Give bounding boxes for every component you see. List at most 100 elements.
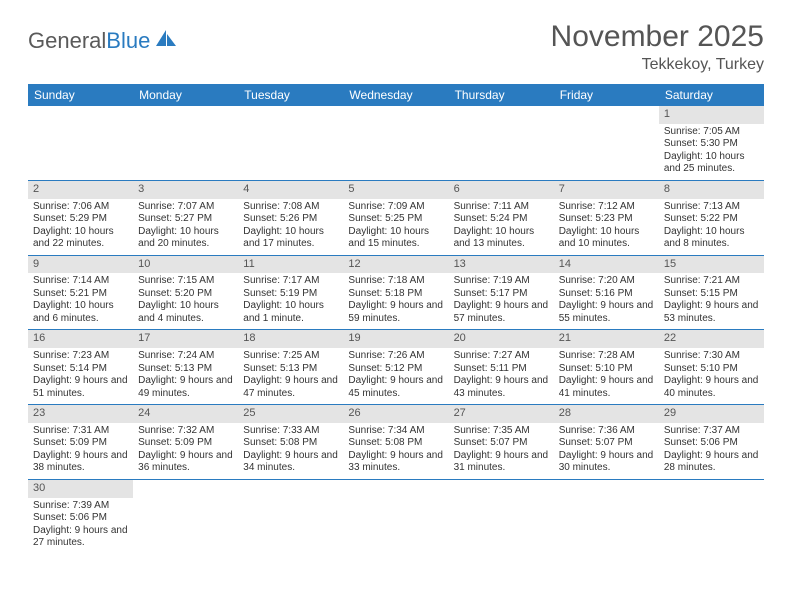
day-info: Sunrise: 7:17 AMSunset: 5:19 PMDaylight:… bbox=[238, 273, 343, 329]
empty-cell bbox=[238, 479, 343, 553]
daylight-line: Daylight: 9 hours and 28 minutes. bbox=[664, 450, 759, 475]
sunset-line: Sunset: 5:26 PM bbox=[243, 213, 338, 226]
day-number: 2 bbox=[28, 181, 133, 199]
daylight-line: Daylight: 9 hours and 47 minutes. bbox=[243, 375, 338, 400]
sunrise-line: Sunrise: 7:14 AM bbox=[33, 275, 128, 288]
daylight-line: Daylight: 9 hours and 49 minutes. bbox=[138, 375, 233, 400]
day-number: 11 bbox=[238, 256, 343, 274]
sunrise-line: Sunrise: 7:06 AM bbox=[33, 201, 128, 214]
sunrise-line: Sunrise: 7:19 AM bbox=[454, 275, 549, 288]
day-number: 16 bbox=[28, 330, 133, 348]
day-info: Sunrise: 7:06 AMSunset: 5:29 PMDaylight:… bbox=[28, 199, 133, 255]
sunset-line: Sunset: 5:10 PM bbox=[664, 363, 759, 376]
daylight-line: Daylight: 10 hours and 25 minutes. bbox=[664, 151, 759, 176]
sunset-line: Sunset: 5:08 PM bbox=[348, 437, 443, 450]
day-number: 12 bbox=[343, 256, 448, 274]
empty-cell bbox=[554, 106, 659, 180]
day-info: Sunrise: 7:24 AMSunset: 5:13 PMDaylight:… bbox=[133, 348, 238, 404]
day-number: 30 bbox=[28, 480, 133, 498]
sunrise-line: Sunrise: 7:30 AM bbox=[664, 350, 759, 363]
day-info: Sunrise: 7:14 AMSunset: 5:21 PMDaylight:… bbox=[28, 273, 133, 329]
day-number: 5 bbox=[343, 181, 448, 199]
day-info: Sunrise: 7:20 AMSunset: 5:16 PMDaylight:… bbox=[554, 273, 659, 329]
day-number: 9 bbox=[28, 256, 133, 274]
day-info: Sunrise: 7:27 AMSunset: 5:11 PMDaylight:… bbox=[449, 348, 554, 404]
daylight-line: Daylight: 10 hours and 8 minutes. bbox=[664, 226, 759, 251]
day-cell: 29Sunrise: 7:37 AMSunset: 5:06 PMDayligh… bbox=[659, 405, 764, 480]
calendar-row: 2Sunrise: 7:06 AMSunset: 5:29 PMDaylight… bbox=[28, 180, 764, 255]
day-cell: 27Sunrise: 7:35 AMSunset: 5:07 PMDayligh… bbox=[449, 405, 554, 480]
day-info: Sunrise: 7:12 AMSunset: 5:23 PMDaylight:… bbox=[554, 199, 659, 255]
day-info: Sunrise: 7:32 AMSunset: 5:09 PMDaylight:… bbox=[133, 423, 238, 479]
day-number: 17 bbox=[133, 330, 238, 348]
day-info: Sunrise: 7:08 AMSunset: 5:26 PMDaylight:… bbox=[238, 199, 343, 255]
day-cell: 7Sunrise: 7:12 AMSunset: 5:23 PMDaylight… bbox=[554, 180, 659, 255]
sunrise-line: Sunrise: 7:24 AM bbox=[138, 350, 233, 363]
daylight-line: Daylight: 9 hours and 33 minutes. bbox=[348, 450, 443, 475]
day-number: 26 bbox=[343, 405, 448, 423]
sunset-line: Sunset: 5:13 PM bbox=[138, 363, 233, 376]
daylight-line: Daylight: 9 hours and 59 minutes. bbox=[348, 300, 443, 325]
day-info: Sunrise: 7:36 AMSunset: 5:07 PMDaylight:… bbox=[554, 423, 659, 479]
sunset-line: Sunset: 5:30 PM bbox=[664, 138, 759, 151]
sunrise-line: Sunrise: 7:37 AM bbox=[664, 425, 759, 438]
logo: GeneralBlue bbox=[28, 20, 178, 54]
daylight-line: Daylight: 9 hours and 51 minutes. bbox=[33, 375, 128, 400]
day-info: Sunrise: 7:30 AMSunset: 5:10 PMDaylight:… bbox=[659, 348, 764, 404]
sunset-line: Sunset: 5:22 PM bbox=[664, 213, 759, 226]
day-number: 18 bbox=[238, 330, 343, 348]
logo-text-1: General bbox=[28, 28, 106, 54]
day-info: Sunrise: 7:15 AMSunset: 5:20 PMDaylight:… bbox=[133, 273, 238, 329]
empty-cell bbox=[238, 106, 343, 180]
day-info: Sunrise: 7:33 AMSunset: 5:08 PMDaylight:… bbox=[238, 423, 343, 479]
sunrise-line: Sunrise: 7:28 AM bbox=[559, 350, 654, 363]
empty-cell bbox=[449, 479, 554, 553]
weekday-header: Wednesday bbox=[343, 84, 448, 106]
day-number: 25 bbox=[238, 405, 343, 423]
day-number: 29 bbox=[659, 405, 764, 423]
sunset-line: Sunset: 5:06 PM bbox=[664, 437, 759, 450]
daylight-line: Daylight: 9 hours and 40 minutes. bbox=[664, 375, 759, 400]
daylight-line: Daylight: 9 hours and 41 minutes. bbox=[559, 375, 654, 400]
sunrise-line: Sunrise: 7:32 AM bbox=[138, 425, 233, 438]
day-cell: 13Sunrise: 7:19 AMSunset: 5:17 PMDayligh… bbox=[449, 255, 554, 330]
day-cell: 12Sunrise: 7:18 AMSunset: 5:18 PMDayligh… bbox=[343, 255, 448, 330]
sunset-line: Sunset: 5:08 PM bbox=[243, 437, 338, 450]
day-cell: 2Sunrise: 7:06 AMSunset: 5:29 PMDaylight… bbox=[28, 180, 133, 255]
day-number: 1 bbox=[659, 106, 764, 124]
sunset-line: Sunset: 5:12 PM bbox=[348, 363, 443, 376]
sunset-line: Sunset: 5:21 PM bbox=[33, 288, 128, 301]
sunset-line: Sunset: 5:09 PM bbox=[138, 437, 233, 450]
weekday-header: Sunday bbox=[28, 84, 133, 106]
sunrise-line: Sunrise: 7:20 AM bbox=[559, 275, 654, 288]
day-info: Sunrise: 7:39 AMSunset: 5:06 PMDaylight:… bbox=[28, 498, 133, 554]
weekday-header: Monday bbox=[133, 84, 238, 106]
empty-cell bbox=[28, 106, 133, 180]
day-number: 21 bbox=[554, 330, 659, 348]
day-cell: 20Sunrise: 7:27 AMSunset: 5:11 PMDayligh… bbox=[449, 330, 554, 405]
calendar-row: 9Sunrise: 7:14 AMSunset: 5:21 PMDaylight… bbox=[28, 255, 764, 330]
empty-cell bbox=[343, 106, 448, 180]
daylight-line: Daylight: 10 hours and 1 minute. bbox=[243, 300, 338, 325]
sunrise-line: Sunrise: 7:18 AM bbox=[348, 275, 443, 288]
day-info: Sunrise: 7:31 AMSunset: 5:09 PMDaylight:… bbox=[28, 423, 133, 479]
daylight-line: Daylight: 9 hours and 34 minutes. bbox=[243, 450, 338, 475]
daylight-line: Daylight: 10 hours and 13 minutes. bbox=[454, 226, 549, 251]
day-number: 20 bbox=[449, 330, 554, 348]
day-info: Sunrise: 7:37 AMSunset: 5:06 PMDaylight:… bbox=[659, 423, 764, 479]
daylight-line: Daylight: 10 hours and 17 minutes. bbox=[243, 226, 338, 251]
day-cell: 4Sunrise: 7:08 AMSunset: 5:26 PMDaylight… bbox=[238, 180, 343, 255]
day-number: 24 bbox=[133, 405, 238, 423]
sunset-line: Sunset: 5:18 PM bbox=[348, 288, 443, 301]
daylight-line: Daylight: 9 hours and 55 minutes. bbox=[559, 300, 654, 325]
day-cell: 28Sunrise: 7:36 AMSunset: 5:07 PMDayligh… bbox=[554, 405, 659, 480]
sunrise-line: Sunrise: 7:26 AM bbox=[348, 350, 443, 363]
logo-text-2: Blue bbox=[106, 28, 150, 54]
title-block: November 2025 Tekkekoy, Turkey bbox=[551, 20, 764, 74]
calendar-row: 1Sunrise: 7:05 AMSunset: 5:30 PMDaylight… bbox=[28, 106, 764, 180]
sunset-line: Sunset: 5:25 PM bbox=[348, 213, 443, 226]
daylight-line: Daylight: 10 hours and 4 minutes. bbox=[138, 300, 233, 325]
day-cell: 16Sunrise: 7:23 AMSunset: 5:14 PMDayligh… bbox=[28, 330, 133, 405]
day-number: 22 bbox=[659, 330, 764, 348]
day-cell: 3Sunrise: 7:07 AMSunset: 5:27 PMDaylight… bbox=[133, 180, 238, 255]
